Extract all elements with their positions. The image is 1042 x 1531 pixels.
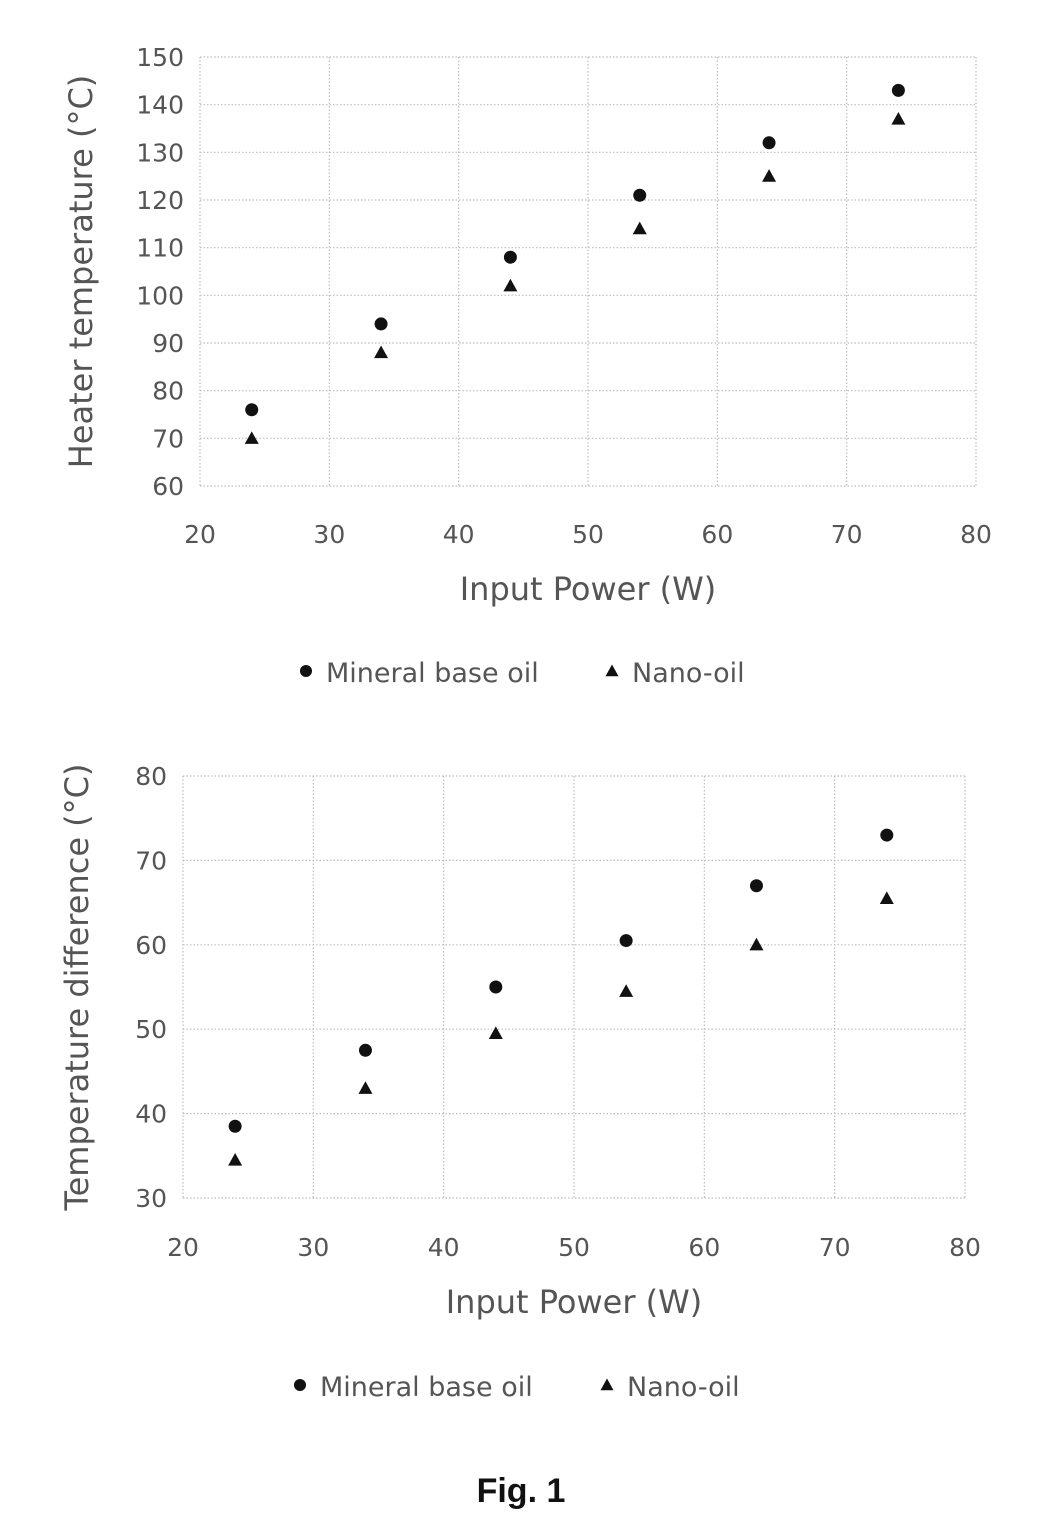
series-mineral-base-oil xyxy=(245,83,905,417)
data-point-circle xyxy=(749,879,763,893)
data-point-circle xyxy=(619,934,633,948)
data-point-circle xyxy=(880,828,894,842)
data-point-triangle xyxy=(632,221,647,235)
y-tick-label: 150 xyxy=(136,43,184,72)
gridlines xyxy=(199,56,977,487)
legend-label: Nano-oil xyxy=(632,658,745,689)
series-mineral-base-oil xyxy=(228,828,894,1133)
data-point-triangle xyxy=(891,111,906,125)
legend-marker-triangle xyxy=(605,664,619,677)
data-point-triangle xyxy=(228,1153,243,1166)
x-tick-label: 80 xyxy=(949,1233,981,1262)
series-nano-oil xyxy=(228,891,894,1166)
data-point-circle xyxy=(891,83,905,97)
y-tick-label: 110 xyxy=(136,234,184,263)
y-tick-label: 60 xyxy=(135,931,167,960)
data-point-circle xyxy=(245,403,259,417)
x-tick-label: 30 xyxy=(313,520,345,549)
x-tick-label: 50 xyxy=(572,520,604,549)
y-tick-label: 90 xyxy=(152,329,184,358)
y-tick-label: 100 xyxy=(136,281,184,310)
y-tick-label: 70 xyxy=(152,424,184,453)
x-tick-label: 40 xyxy=(443,520,475,549)
legend: Mineral base oil Nano-oil xyxy=(294,1372,740,1403)
x-tick-label: 20 xyxy=(167,1233,199,1262)
data-point-circle xyxy=(374,317,388,331)
y-tick-label: 140 xyxy=(136,91,184,120)
legend-marker-triangle xyxy=(600,1378,614,1391)
x-tick-label: 40 xyxy=(428,1233,460,1262)
data-point-triangle xyxy=(619,984,634,997)
y-tick-label: 120 xyxy=(136,186,184,215)
data-point-circle xyxy=(228,1119,242,1133)
legend-label: Mineral base oil xyxy=(320,1372,533,1403)
data-point-circle xyxy=(358,1043,372,1057)
y-tick-label: 50 xyxy=(135,1015,167,1044)
series-nano-oil xyxy=(244,111,906,444)
y-tick-label: 70 xyxy=(135,846,167,875)
data-point-circle xyxy=(503,250,517,264)
data-point-triangle xyxy=(374,345,389,359)
x-tick-label: 30 xyxy=(297,1233,329,1262)
x-tick-label: 60 xyxy=(688,1233,720,1262)
x-tick-label: 60 xyxy=(701,520,733,549)
legend-marker-circle xyxy=(294,1379,306,1391)
data-point-circle xyxy=(633,188,647,202)
data-point-triangle xyxy=(358,1081,373,1094)
data-point-triangle xyxy=(503,278,518,292)
legend: Mineral base oil Nano-oil xyxy=(300,658,745,689)
y-tick-label: 80 xyxy=(135,762,167,791)
figure-caption: Fig. 1 xyxy=(477,1472,566,1510)
y-tick-label: 130 xyxy=(136,138,184,167)
chart-heater-temperature: 60 70 80 90 100 110 120 130 140 150 20 30 40 50 60 70 80… xyxy=(62,43,992,689)
x-tick-label: 50 xyxy=(558,1233,590,1262)
y-tick-label: 80 xyxy=(152,377,184,406)
data-point-triangle xyxy=(879,891,894,904)
legend-label: Mineral base oil xyxy=(326,658,539,689)
data-point-triangle xyxy=(749,937,764,951)
data-point-triangle xyxy=(244,431,259,444)
data-point-triangle xyxy=(762,169,777,182)
y-axis-title: Heater temperature (°C) xyxy=(62,75,100,469)
x-tick-label: 80 xyxy=(960,520,992,549)
x-axis-title: Input Power (W) xyxy=(446,1283,703,1321)
data-point-circle xyxy=(489,980,503,994)
y-tick-label: 40 xyxy=(135,1100,167,1129)
x-axis-title: Input Power (W) xyxy=(460,570,717,608)
legend-marker-circle xyxy=(300,665,312,677)
y-axis-title: Temperature difference (°C) xyxy=(58,764,96,1212)
gridlines xyxy=(182,775,966,1199)
data-point-circle xyxy=(762,136,776,150)
legend-label: Nano-oil xyxy=(627,1372,740,1403)
y-tick-label: 60 xyxy=(152,472,184,501)
x-tick-label: 70 xyxy=(831,520,863,549)
x-tick-label: 20 xyxy=(184,520,216,549)
y-tick-label: 30 xyxy=(135,1184,167,1213)
data-point-triangle xyxy=(488,1026,503,1040)
x-tick-label: 70 xyxy=(819,1233,851,1262)
